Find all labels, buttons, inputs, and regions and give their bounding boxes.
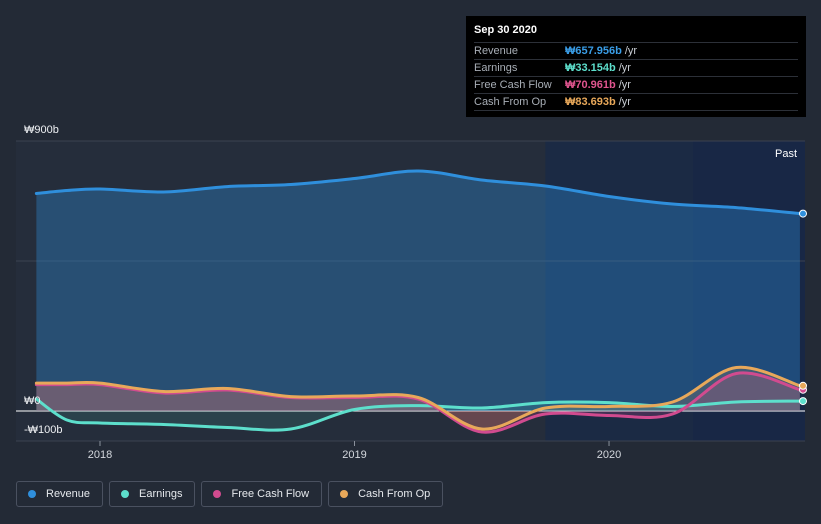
legend-dot-icon [340,490,349,498]
tooltip-row: Revenue ₩657.956b/yr [474,42,798,59]
y-axis-label: ₩900b [24,124,59,136]
series-lines [34,169,802,434]
tooltip-series-value: ₩83.693b [565,96,616,108]
tooltip-series-unit: /yr [624,45,638,57]
tooltip: Sep 30 2020 Revenue ₩657.956b/yr Earnings ₩… [466,16,806,117]
x-tick-label: 2020 [597,449,621,461]
y-axis-label: ₩0 [24,395,41,407]
legend-label: Earnings [139,488,183,500]
tooltip-series-name: Earnings [474,62,518,74]
legend-label: Cash From Op [358,488,431,500]
revenue-line [34,169,802,216]
tooltip-row: Cash From Op ₩83.693b/yr [474,93,798,111]
revenue-endpoint [799,209,807,218]
y-axis-labels: ₩900b ₩0 -₩100b [24,124,63,436]
tooltip-series-name: Free Cash Flow [474,79,552,91]
legend-label: Revenue [46,488,91,500]
tooltip-series-name: Revenue [474,45,519,57]
legend: Revenue Earnings Free Cash Flow Cash From O… [16,481,444,507]
tooltip-date: Sep 30 2020 [474,24,537,36]
y-axis-label: -₩100b [24,424,63,436]
revenue-area [36,170,800,411]
legend-item-free-cash-flow[interactable]: Free Cash Flow [201,481,323,507]
earnings-endpoint [799,397,807,406]
cash-from-op-endpoint [799,381,807,390]
legend-label: Free Cash Flow [231,488,310,500]
tooltip-series-unit: /yr [618,96,631,108]
forecast-region-dark [693,141,805,441]
legend-item-revenue[interactable]: Revenue [16,481,104,507]
cash-from-op-line [34,365,802,431]
legend-dot-icon [213,490,222,498]
x-tick-label: 2019 [342,449,366,461]
tooltip-row: Free Cash Flow ₩70.961b/yr [474,76,798,93]
x-axis: 2018 2019 2020 [88,441,621,461]
tooltip-series-unit: /yr [618,62,631,74]
tooltip-series-unit: /yr [618,79,631,91]
series-endpoints [799,209,807,406]
gridlines [16,140,805,442]
tooltip-series-name: Cash From Op [474,96,547,108]
x-tick-label: 2018 [88,449,112,461]
past-label: Past [775,148,797,160]
legend-dot-icon [28,490,36,498]
tooltip-series-value: ₩33.154b [565,62,616,74]
tooltip-rows: Revenue ₩657.956b/yr Earnings ₩33.154b/yr Fr… [474,42,798,111]
legend-item-earnings[interactable]: Earnings [109,481,196,507]
legend-dot-icon [121,490,130,498]
tooltip-series-value: ₩657.956b [565,45,622,57]
tooltip-series-value: ₩70.961b [565,79,616,91]
legend-item-cash-from-op[interactable]: Cash From Op [328,481,444,507]
free-cash-flow-area [36,372,800,433]
earnings-line [34,397,802,432]
tooltip-row: Earnings ₩33.154b/yr [474,59,798,76]
